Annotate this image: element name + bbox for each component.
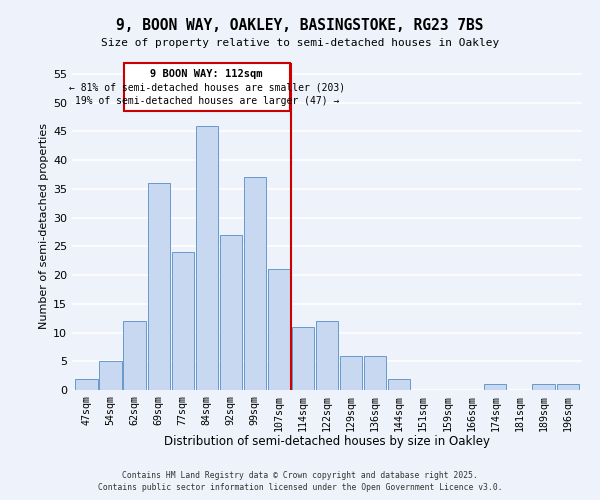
Text: Contains HM Land Registry data © Crown copyright and database right 2025.: Contains HM Land Registry data © Crown c… bbox=[122, 471, 478, 480]
Bar bbox=[340, 356, 362, 390]
Text: Contains public sector information licensed under the Open Government Licence v3: Contains public sector information licen… bbox=[98, 484, 502, 492]
Text: 19% of semi-detached houses are larger (47) →: 19% of semi-detached houses are larger (… bbox=[74, 96, 339, 106]
Bar bbox=[124, 321, 146, 390]
Bar bbox=[532, 384, 554, 390]
Bar bbox=[316, 321, 338, 390]
Bar bbox=[557, 384, 578, 390]
Bar bbox=[220, 235, 242, 390]
Bar bbox=[148, 183, 170, 390]
Bar bbox=[172, 252, 194, 390]
Bar bbox=[268, 270, 290, 390]
Bar bbox=[76, 378, 98, 390]
Text: 9, BOON WAY, OAKLEY, BASINGSTOKE, RG23 7BS: 9, BOON WAY, OAKLEY, BASINGSTOKE, RG23 7… bbox=[116, 18, 484, 32]
Bar bbox=[364, 356, 386, 390]
Bar bbox=[292, 327, 314, 390]
Text: ← 81% of semi-detached houses are smaller (203): ← 81% of semi-detached houses are smalle… bbox=[68, 82, 345, 92]
Bar bbox=[100, 362, 122, 390]
Bar bbox=[124, 62, 290, 112]
X-axis label: Distribution of semi-detached houses by size in Oakley: Distribution of semi-detached houses by … bbox=[164, 435, 490, 448]
Bar bbox=[244, 178, 266, 390]
Y-axis label: Number of semi-detached properties: Number of semi-detached properties bbox=[39, 123, 49, 329]
Bar bbox=[484, 384, 506, 390]
Text: 9 BOON WAY: 112sqm: 9 BOON WAY: 112sqm bbox=[151, 70, 263, 80]
Bar bbox=[388, 378, 410, 390]
Text: Size of property relative to semi-detached houses in Oakley: Size of property relative to semi-detach… bbox=[101, 38, 499, 48]
Bar bbox=[196, 126, 218, 390]
